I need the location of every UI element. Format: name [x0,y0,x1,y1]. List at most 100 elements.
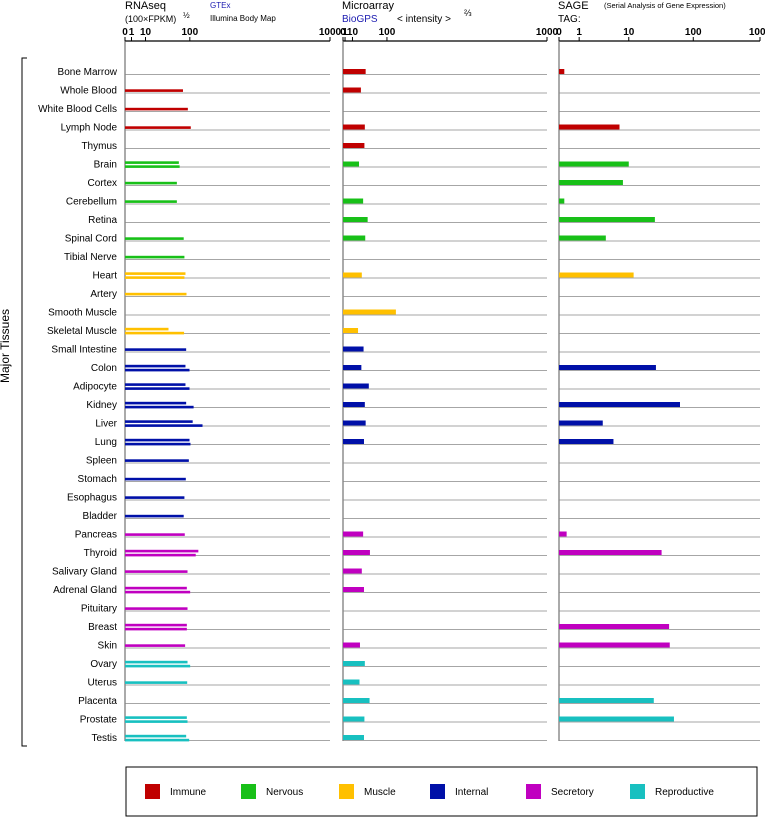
sage-tick-label: 10 [623,27,635,38]
rnaseq-bar-gtex [125,496,185,499]
tissue-label: Spleen [86,456,117,467]
legend-swatch-internal [430,784,445,799]
sage-bar [559,698,654,703]
sage-tick-label: 1000 [749,27,765,38]
axes: 011010010000110100100001101001000 [122,27,765,741]
sage-title: SAGE [558,0,589,12]
tissue-label: Placenta [78,696,117,707]
tissue-label: Pancreas [75,530,117,541]
sage-bar [559,124,620,130]
tissue-label: Smooth Muscle [48,308,117,319]
microarray-tick-label: 100 [379,27,396,38]
tissue-label: Small Intestine [51,345,117,356]
rnaseq-bar-illumina [125,442,191,446]
microarray-bar [343,69,366,74]
sage-bar [559,716,674,722]
tissue-label: Adipocyte [73,382,117,393]
rnaseq-bar-gtex [125,200,177,203]
rnaseq-bar-gtex [125,438,190,442]
sage-note: (Serial Analysis of Gene Expression) [604,1,726,10]
rnaseq-bar-illumina [125,405,194,409]
rnaseq-bar-illumina [125,627,187,631]
microarray-bar [343,309,396,315]
sage-bar [559,624,670,629]
microarray-bar [343,402,365,407]
microarray-source: BioGPS [342,14,378,25]
legend-swatch-nervous [241,784,256,799]
microarray-bar [343,87,361,93]
rnaseq-bar-illumina [125,424,203,427]
microarray-bar [343,716,365,722]
microarray-bar [343,143,365,148]
rnaseq-bar-gtex [125,734,187,738]
rnaseq-bar-illumina [125,664,191,668]
rnaseq-bar-gtex [125,181,177,185]
sage-bar [559,217,655,222]
tissue-label: Retina [88,215,117,226]
rnaseq-bar-illumina [125,276,185,279]
tissue-label: Brain [94,160,117,171]
tissue-label: Testis [91,733,117,744]
microarray-bar [343,661,365,666]
tissue-label: Skin [98,641,117,652]
tissue-label: Tibial Nerve [64,252,117,263]
sage-tick-label: 1 [576,27,582,38]
tissue-label: Salivary Gland [52,567,117,578]
tissue-label: Cerebellum [66,197,117,208]
tissue-label: Cortex [88,178,117,189]
microarray-bar [343,531,364,537]
tissue-label: Prostate [80,715,118,726]
rnaseq-subtitle: (100×FPKM) [125,14,176,24]
bars [125,69,680,742]
rnaseq-bar-gtex [125,292,187,296]
rnaseq-bar-gtex [125,477,186,481]
rnaseq-bar-gtex [125,107,188,111]
microarray-bar [343,550,370,555]
rnaseq-source-illumina: Illumina Body Map [210,14,276,23]
tissue-label: Lung [95,437,117,448]
rnaseq-bar-gtex [125,623,187,627]
rnaseq-bar-gtex [125,237,184,240]
microarray-bar [343,568,362,574]
microarray-exponent: ⅔ [464,8,472,18]
microarray-bar [343,698,370,703]
rnaseq-bar-illumina [125,590,191,594]
tissue-label: Bladder [83,511,118,522]
microarray-bar [343,383,369,389]
microarray-bar [343,365,362,370]
tissue-label: Liver [95,419,117,430]
microarray-bar [343,161,360,167]
rnaseq-bar-gtex [125,586,187,590]
rnaseq-bar-illumina [125,368,190,372]
tissue-label: Colon [91,363,117,374]
legend-swatch-muscle [339,784,354,799]
tissue-rows: Bone Marrow Whole Blood White Blood Cells L… [38,67,760,744]
sage-bar [559,198,565,204]
microarray-tick-label: 0 [340,27,346,38]
microarray-bar [343,235,366,241]
rnaseq-bar-gtex [125,607,188,610]
sage-tick-label: 0 [556,27,562,38]
rnaseq-bar-gtex [125,533,185,536]
tissue-label: Heart [93,271,118,282]
tissue-label: Kidney [86,400,117,411]
tissue-bracket [21,57,27,747]
rnaseq-source-gtex: GTEx [210,1,230,10]
sage-bar [559,531,567,537]
tissue-label: Lymph Node [61,123,118,134]
tissue-label: Whole Blood [60,86,117,97]
microarray-bar [343,124,365,130]
sage-bar [559,180,623,185]
microarray-bar [343,217,368,222]
rnaseq-bar-gtex [125,364,186,368]
rnaseq-bar-gtex [125,570,188,573]
tissue-label: White Blood Cells [38,104,117,115]
microarray-bar [343,679,360,685]
rnaseq-tick-label: 1000 [319,27,342,38]
rnaseq-tick-label: 100 [181,27,198,38]
tissue-label: Uterus [88,678,117,689]
tissue-label: Thyroid [84,548,117,559]
rnaseq-bar-gtex [125,272,186,275]
microarray-tick-label: 1000 [536,27,559,38]
legend-label-internal: Internal [455,787,488,798]
